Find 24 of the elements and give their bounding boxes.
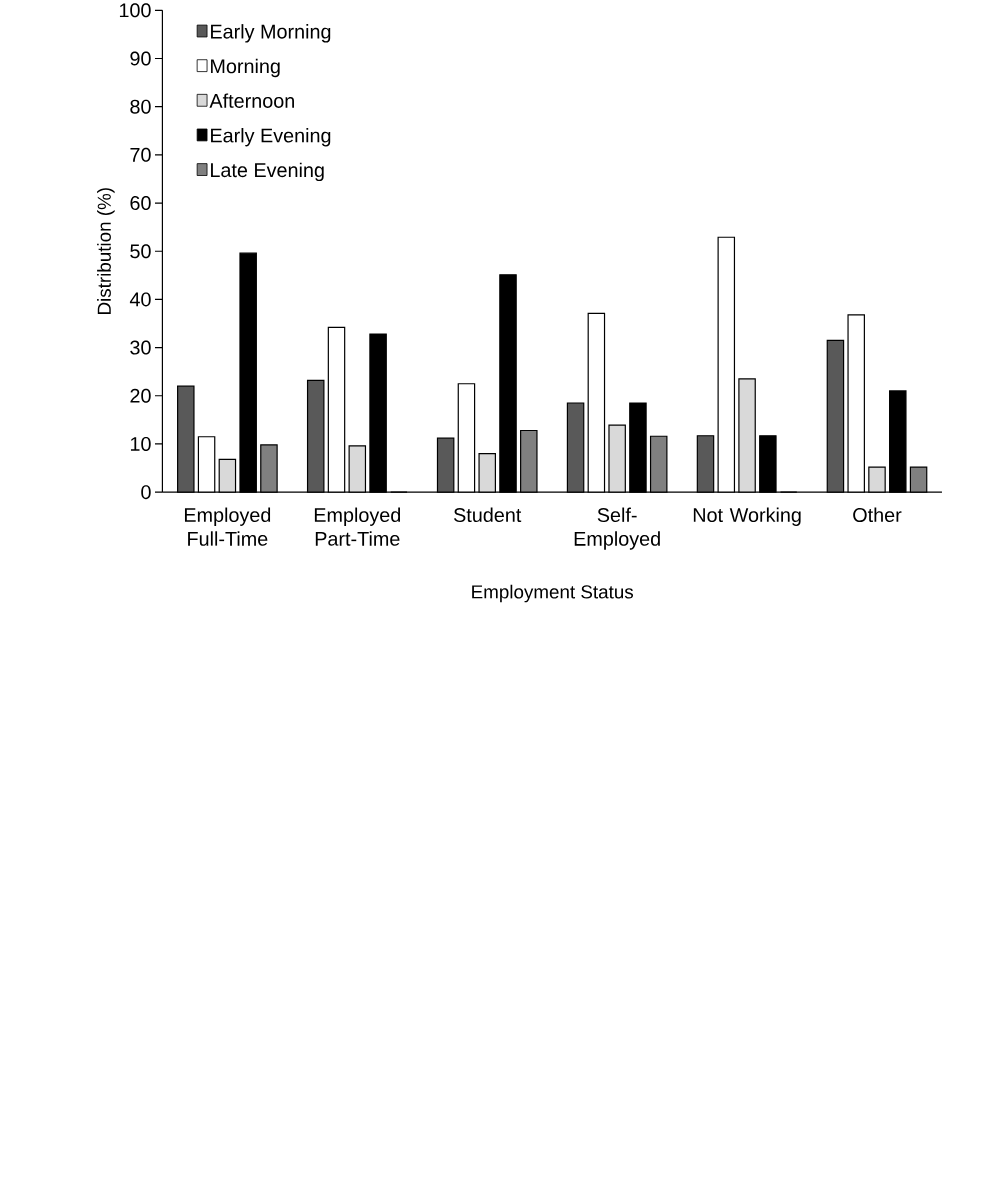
legend-label: Early Evening bbox=[211, 128, 331, 147]
y-tick-label: 100 bbox=[119, 3, 151, 18]
x-axis-title: Employment Status bbox=[472, 584, 634, 603]
y-tick-label: 80 bbox=[130, 99, 151, 114]
x-tick-label: Employed Full-Time bbox=[185, 507, 271, 546]
y-tick-label: 70 bbox=[130, 147, 151, 162]
legend-label: Morning bbox=[211, 58, 280, 78]
y-tick-label: 90 bbox=[130, 51, 151, 66]
y-tick-label: 0 bbox=[141, 485, 151, 500]
legend-label: Late Evening bbox=[211, 162, 324, 182]
x-tick-label: Employed Part-Time bbox=[314, 507, 401, 546]
y-tick-label: 20 bbox=[130, 388, 151, 403]
y-tick-label: 60 bbox=[130, 196, 151, 211]
x-tick-label: Other bbox=[853, 507, 902, 523]
x-tick-label: Student bbox=[454, 507, 522, 523]
y-tick-label: 40 bbox=[129, 292, 151, 307]
y-tick-label: 50 bbox=[130, 244, 151, 259]
legend-label: Afternoon bbox=[209, 93, 295, 108]
x-tick-label: Self-Employed bbox=[574, 507, 660, 550]
x-tick-label: Not Working bbox=[693, 507, 801, 526]
legend-label: Early Morning bbox=[211, 24, 331, 43]
y-axis-title: Distribution (%) bbox=[97, 188, 115, 314]
y-tick-label: 10 bbox=[131, 436, 151, 451]
y-tick-label: 30 bbox=[130, 340, 151, 355]
